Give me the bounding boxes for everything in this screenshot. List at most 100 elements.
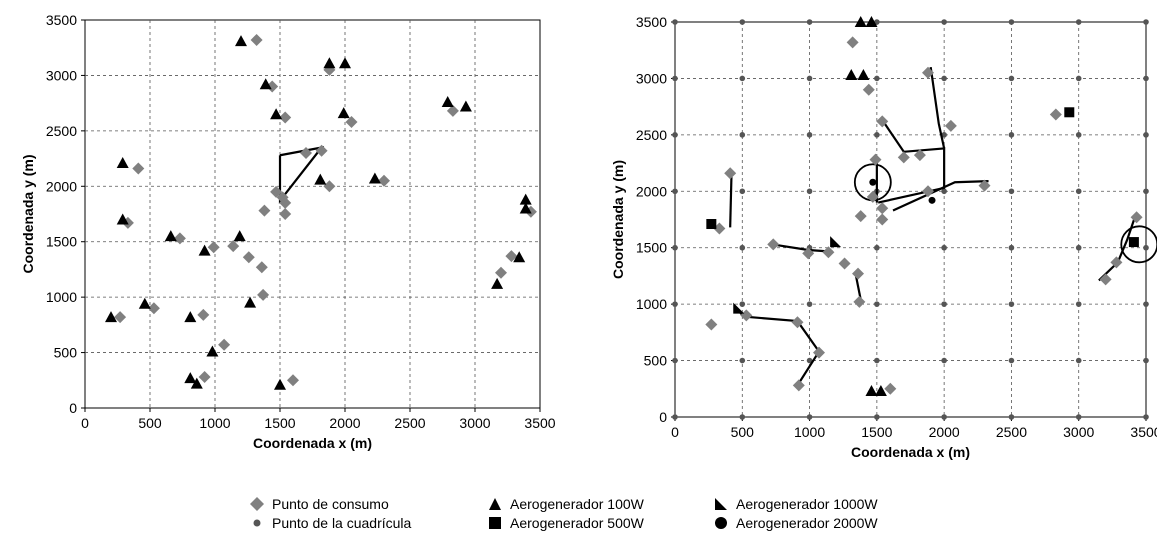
generator-point-triangle — [274, 378, 286, 390]
generator-point-triangle — [314, 173, 327, 185]
connection-line — [929, 66, 946, 149]
x-axis-label: Coordenada x (m) — [253, 435, 372, 451]
y-tick-label: 1000 — [46, 289, 77, 305]
y-axis-label: Coordenada y (m) — [610, 160, 626, 279]
y-tick-label: 1000 — [636, 296, 667, 312]
generator-point-right-triangle — [733, 302, 745, 314]
grid-point — [1008, 301, 1015, 307]
grid-point — [1008, 75, 1015, 82]
connection-line — [1098, 215, 1137, 282]
grid-point — [1143, 414, 1149, 420]
generator-point-triangle — [235, 35, 247, 47]
x-tick-label: 500 — [138, 415, 162, 431]
grid-point — [672, 301, 678, 307]
x-tick-label: 2000 — [329, 415, 360, 431]
consumption-point — [869, 153, 882, 166]
connection-line — [736, 307, 821, 386]
consumption-point — [287, 374, 299, 387]
grid-point — [806, 19, 813, 25]
consumption-point — [862, 83, 875, 96]
grid-point — [874, 244, 880, 251]
consumption-point — [838, 257, 851, 270]
consumption-point — [876, 202, 889, 215]
grid-point — [806, 301, 813, 307]
consumption-point — [921, 185, 934, 198]
generator-point-triangle — [198, 244, 211, 256]
consumption-point — [1110, 256, 1123, 269]
grid-point — [739, 188, 746, 195]
consumption-point — [792, 379, 805, 392]
y-tick-label: 0 — [69, 400, 77, 416]
grid-point — [1075, 357, 1082, 364]
consumption-point — [279, 111, 292, 124]
consumption-point — [255, 261, 268, 274]
consumption-point — [791, 316, 804, 329]
grid-point — [874, 357, 880, 364]
y-tick-label: 500 — [644, 353, 668, 369]
grid-point — [1008, 19, 1015, 25]
grid-point — [672, 244, 678, 251]
consumption-point — [276, 191, 289, 204]
consumption-point — [802, 247, 815, 260]
grid-point — [874, 414, 880, 420]
grid-point — [806, 414, 813, 420]
generator-point-triangle — [845, 69, 858, 81]
connection-line — [877, 117, 946, 204]
grid-point — [1143, 132, 1149, 138]
generator-point-square — [1064, 107, 1075, 118]
grid-point — [941, 301, 947, 307]
grid-point — [739, 75, 746, 82]
x-tick-label: 0 — [81, 415, 89, 431]
grid-point — [672, 414, 678, 420]
generator-point-triangle — [206, 345, 219, 357]
consumption-point — [258, 204, 271, 217]
grid-point — [1075, 414, 1082, 420]
consumption-point — [147, 302, 160, 315]
consumption-point — [207, 241, 220, 254]
connection-line — [729, 173, 733, 228]
right-scatter-chart: 0 500 1000 1500 2000 2500 3000 3500 0 500 1000 1500… — [610, 14, 1157, 460]
right-triangle-icon — [715, 498, 727, 510]
consumption-point — [279, 208, 292, 220]
y-tick-label: 500 — [54, 345, 78, 361]
generator-point-triangle — [339, 57, 351, 69]
consumption-point — [1049, 108, 1062, 121]
consumption-point — [114, 311, 127, 324]
grid-point — [672, 19, 678, 25]
y-tick-label: 2500 — [46, 123, 77, 139]
consumption-point — [853, 295, 866, 308]
consumption-point — [897, 151, 910, 164]
grid-point — [874, 132, 880, 138]
plot-frame — [84, 19, 541, 409]
consumption-point — [257, 288, 270, 301]
x-tick-label: 1500 — [861, 424, 892, 440]
consumption-point — [978, 179, 991, 192]
grid-point — [1008, 357, 1015, 364]
grid-point — [739, 357, 746, 364]
grid-point — [806, 188, 813, 195]
y-tick-label: 0 — [659, 409, 667, 425]
grid-point — [1143, 357, 1149, 364]
consumption-point — [173, 232, 186, 245]
x-tick-label: 2000 — [929, 424, 960, 440]
consumption-point — [197, 308, 210, 321]
generator-point-circle — [869, 178, 877, 186]
square-icon — [489, 517, 501, 529]
y-tick-label: 2000 — [46, 178, 77, 194]
grid-point — [739, 414, 746, 420]
grid-point — [739, 301, 746, 307]
generator-point-triangle — [865, 385, 878, 397]
consumption-point — [812, 346, 825, 359]
triangle-icon — [489, 498, 501, 510]
grid-point — [1008, 244, 1015, 251]
consumption-point — [724, 167, 737, 180]
generator-point-triangle — [190, 377, 203, 389]
grid-point — [739, 244, 746, 251]
generator-point-triangle — [519, 202, 532, 214]
generator-point-triangle — [116, 213, 129, 225]
grid-point — [1008, 188, 1015, 195]
grid-point — [1008, 132, 1015, 138]
grid-point — [1075, 301, 1082, 307]
consumption-point — [323, 63, 336, 76]
legend-item-100w: Aerogenerador 100W — [488, 496, 644, 512]
